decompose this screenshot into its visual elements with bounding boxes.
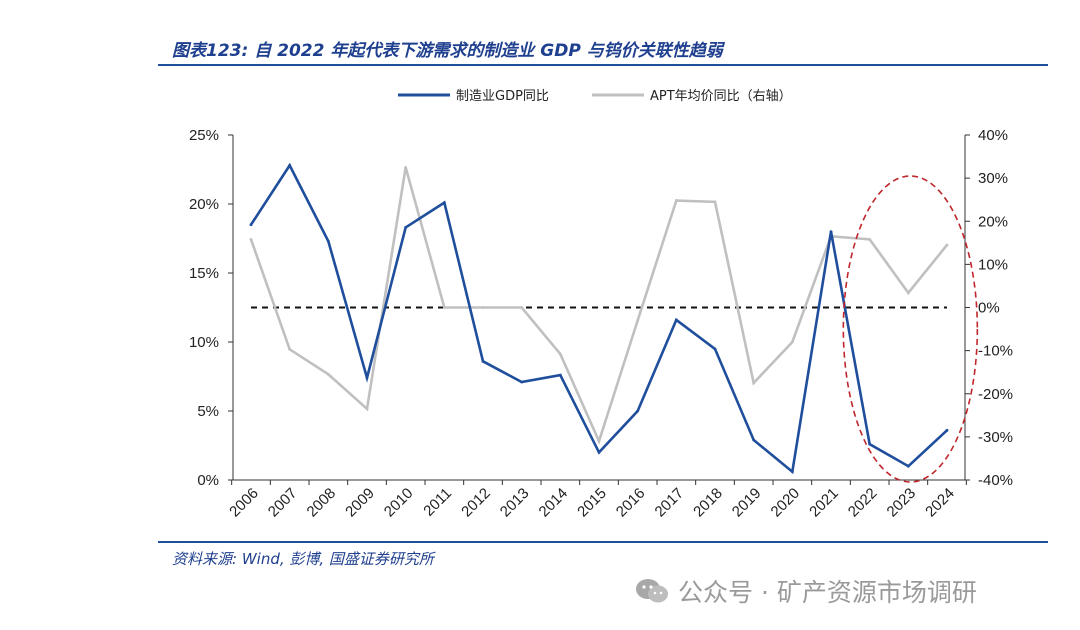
right-tick-label: -30% [978,429,1013,446]
apt-price-point [365,407,369,411]
x-tick-label: 2007 [265,485,301,521]
apt-price-point [326,372,330,376]
x-tick-label: 2022 [845,485,881,521]
apt-price-point [906,291,910,295]
right-tick-label: -40% [978,472,1013,489]
source-note: 资料来源: Wind, 彭博, 国盛证券研究所 [172,550,434,568]
figure-title: 图表123: 自 2022 年起代表下游需求的制造业 GDP 与钨价关联性趋弱 [172,41,723,61]
right-tick-label: 10% [978,256,1008,273]
apt-price-point [597,439,601,443]
x-tick-label: 2011 [420,485,455,520]
apt-price-point [790,340,794,344]
gdp-point [520,380,524,384]
right-tick-label: 30% [978,170,1008,187]
apt-price-point [558,352,562,356]
x-tick-label: 2023 [884,485,920,521]
x-tick-label: 2016 [613,485,649,521]
wechat-icon [636,579,668,603]
right-tick-label: 20% [978,213,1008,230]
right-tick-label: -20% [978,386,1013,403]
gdp-point [674,318,678,322]
legend: 制造业GDP同比 APT年均价同比（右轴） [398,89,792,104]
gdp-series [249,162,949,475]
x-tick-label: 2015 [574,485,610,521]
apt-price-point [404,165,408,169]
gdp-point [481,359,485,363]
x-tick-label: 2019 [729,485,765,521]
gdp-point [249,223,253,227]
legend-label-series-2: APT年均价同比（右轴） [650,89,792,104]
x-tick-label: 2018 [690,485,726,521]
x-tick-label: 2017 [652,485,688,521]
left-tick-label: 10% [189,334,219,351]
x-tick-label: 2014 [536,485,572,521]
legend-label-series-1: 制造业GDP同比 [456,89,549,104]
x-tick-label: 2006 [226,485,262,521]
right-tick-label: 40% [978,127,1008,144]
gdp-point [713,347,717,351]
apt-price-point [636,319,640,322]
gdp-point [790,470,794,474]
x-tick-label: 2012 [458,485,494,521]
gdp-point [442,201,446,205]
apt-price-point [442,306,446,309]
gdp-point [597,451,601,454]
gdp-point [945,428,949,432]
gdp-point [906,464,910,468]
apt-price-point [481,306,485,309]
left-tick-label: 0% [197,472,219,489]
gdp-line [249,162,948,475]
apt-price-point [520,306,524,309]
watermark-text: 公众号 · 矿产资源市场调研 [678,578,977,607]
apt-price-point [288,347,292,351]
highlight-ellipse [842,175,979,483]
top-rule [158,64,1048,66]
x-tick-label: 2010 [381,485,417,521]
apt-price-point [752,381,756,385]
apt-price-point [945,243,949,247]
right-tick-label: -10% [978,343,1013,360]
left-tick-label: 15% [189,265,219,282]
apt-price-line [249,166,949,445]
gdp-point [636,409,640,413]
x-tick-label: 2024 [922,485,958,521]
x-tick-label: 2013 [497,485,533,521]
gdp-point [288,163,292,167]
left-tick-label: 5% [197,403,219,420]
bottom-rule [158,541,1048,543]
x-tick-label: 2008 [304,485,340,521]
right-tick-label: 0% [978,300,1000,317]
axes: 0% 5% 10% 15% 20% 25% -40% -30% -20% -10% 0% 10% 20%… [189,127,1013,520]
watermark: 公众号 · 矿产资源市场调研 [634,573,977,609]
x-tick-label: 2021 [806,485,842,521]
apt-price-point [713,200,717,204]
gdp-point [326,239,330,243]
gdp-point [558,373,562,377]
apt-price-point [868,237,872,241]
gdp-point [404,226,408,229]
apt-price-point [674,199,678,202]
left-tick-label: 25% [189,127,219,144]
x-tick-label: 2020 [768,485,804,521]
x-tick-label: 2009 [342,485,378,521]
apt-price-point [249,237,253,241]
highlight-ellipse-shape [842,175,979,483]
gdp-point [829,230,833,234]
gdp-point [752,438,756,442]
gdp-point [868,442,872,446]
left-tick-label: 20% [189,196,219,213]
gdp-point [365,376,369,380]
